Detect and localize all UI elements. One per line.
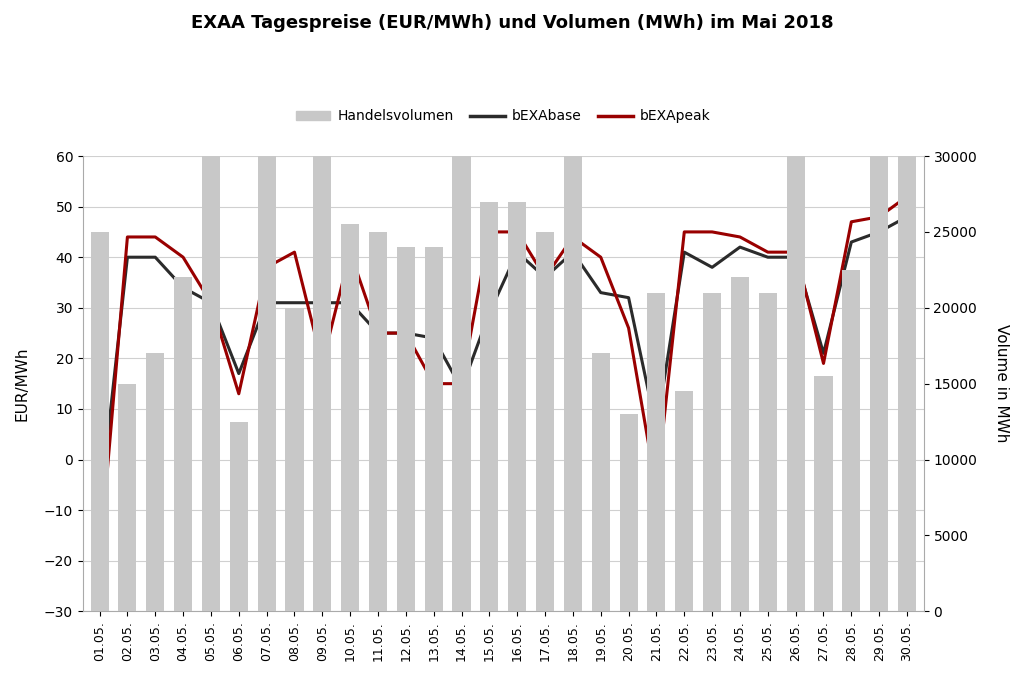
Bar <box>592 354 610 611</box>
Bar <box>480 201 499 611</box>
Bar <box>453 156 471 611</box>
Bar <box>898 65 916 611</box>
Bar <box>620 414 638 611</box>
Bar <box>759 293 777 611</box>
Bar <box>341 224 359 611</box>
Bar <box>508 201 526 611</box>
Bar <box>870 95 888 611</box>
Bar <box>564 141 582 611</box>
Bar <box>731 277 749 611</box>
Bar <box>786 141 805 611</box>
Legend: Handelsvolumen, bEXAbase, bEXApeak: Handelsvolumen, bEXAbase, bEXApeak <box>290 104 717 129</box>
Bar <box>229 422 248 611</box>
Bar <box>286 308 303 611</box>
Bar <box>258 141 275 611</box>
Bar <box>425 247 442 611</box>
Y-axis label: Volume in MWh: Volume in MWh <box>994 324 1009 443</box>
Bar <box>647 293 666 611</box>
Bar <box>202 141 220 611</box>
Bar <box>536 232 554 611</box>
Bar <box>313 0 332 611</box>
Bar <box>174 277 193 611</box>
Y-axis label: EUR/MWh: EUR/MWh <box>15 346 30 421</box>
Bar <box>369 232 387 611</box>
Bar <box>90 232 109 611</box>
Bar <box>843 270 860 611</box>
Bar <box>396 247 415 611</box>
Bar <box>146 354 164 611</box>
Bar <box>119 384 136 611</box>
Bar <box>814 376 833 611</box>
Bar <box>675 391 693 611</box>
Bar <box>703 293 721 611</box>
Text: EXAA Tagespreise (EUR/MWh) und Volumen (MWh) im Mai 2018: EXAA Tagespreise (EUR/MWh) und Volumen (… <box>190 14 834 32</box>
